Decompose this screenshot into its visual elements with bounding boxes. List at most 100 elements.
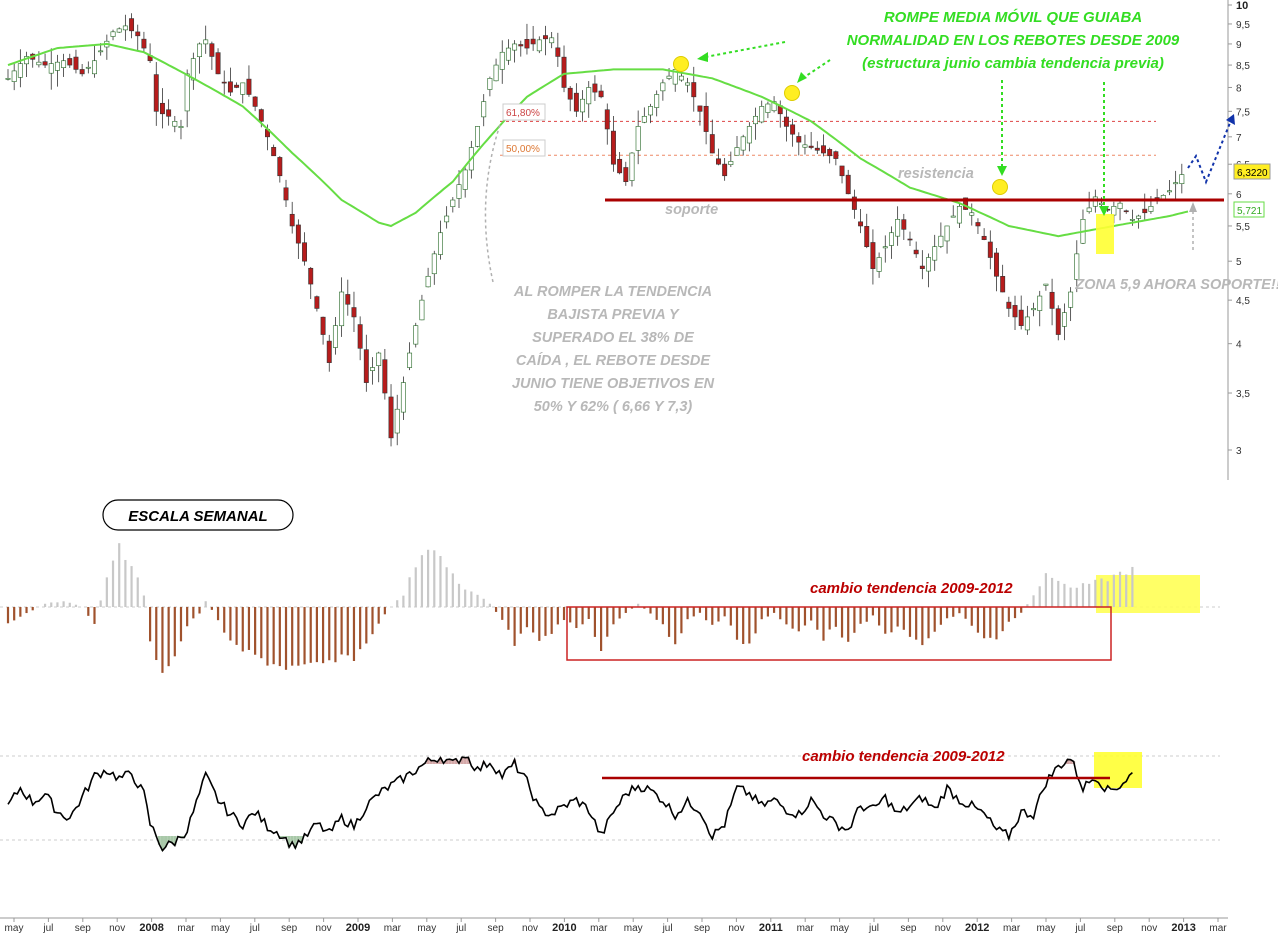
candle-body: [166, 109, 172, 117]
candle-body: [956, 206, 962, 224]
candle-body: [598, 90, 604, 98]
candle-body: [1061, 312, 1067, 327]
candle-body: [734, 147, 740, 156]
oscillator-line: [7, 756, 1133, 853]
date-tick-label: may: [830, 923, 849, 934]
candle-body: [617, 158, 623, 174]
candle-body: [332, 325, 338, 348]
candle-body: [926, 257, 931, 272]
candle-body: [172, 121, 178, 127]
price-tick-label: 6: [1236, 190, 1242, 201]
candle-body: [431, 253, 437, 275]
candle-body: [876, 257, 882, 272]
candle-body: [833, 151, 839, 159]
candle-body: [1136, 215, 1142, 219]
candle-body: [932, 246, 938, 261]
candle-body: [1117, 202, 1123, 209]
price-tick-label: 3,5: [1236, 389, 1250, 400]
candle-body: [938, 235, 944, 247]
price-tick-label: 7: [1236, 133, 1242, 144]
candle-body: [289, 213, 295, 227]
histogram-annotation: cambio tendencia 2009-2012: [810, 580, 1013, 597]
candle-body: [326, 340, 332, 363]
candle-body: [505, 47, 511, 61]
candle-body: [740, 136, 746, 151]
histogram-trend-box: [566, 606, 1112, 661]
candle-body: [1037, 295, 1043, 311]
candle-body: [61, 60, 67, 68]
date-tick-label: nov: [316, 923, 332, 934]
zone-label: ZONA 5,9 AHORA SOPORTE!!: [1074, 277, 1278, 293]
candle-body: [919, 265, 925, 269]
date-tick-label: nov: [728, 923, 744, 934]
breakout-highlight: [1096, 214, 1114, 254]
candle-body: [271, 147, 277, 157]
date-tick-label: 2008: [139, 922, 163, 934]
date-tick-label: sep: [694, 923, 711, 934]
ma-touch-markers: [673, 56, 1008, 195]
date-tick-label: 2011: [759, 922, 783, 934]
candle-body: [376, 352, 382, 366]
candle-body: [845, 174, 851, 195]
candle-body: [635, 126, 641, 151]
fib-label-50: 50,00%: [502, 139, 546, 157]
moving-average-line: [7, 42, 1189, 238]
candle-body: [215, 52, 221, 75]
svg-text:5,721: 5,721: [1237, 206, 1262, 217]
price-tick-label: 9,5: [1236, 20, 1250, 31]
candle-body: [42, 61, 48, 66]
candle-body: [363, 349, 369, 383]
analysis-line-5: JUNIO TIENE OBJETIVOS EN: [512, 376, 715, 392]
candle-body: [864, 226, 870, 247]
candle-body: [796, 136, 802, 143]
candle-body: [783, 116, 789, 127]
candle-body: [203, 39, 209, 45]
candle-body: [994, 252, 999, 277]
candle-body: [122, 25, 128, 31]
candle-body: [895, 219, 901, 237]
candle-body: [48, 63, 54, 74]
price-tick-label: 5: [1236, 257, 1242, 268]
candle-body: [79, 69, 85, 75]
candle-body: [394, 408, 400, 434]
candle-body: [623, 167, 629, 182]
candle-body: [110, 31, 116, 37]
date-tick-label: 2009: [346, 922, 370, 934]
candle-body: [475, 126, 480, 147]
candle-body: [641, 115, 647, 123]
candle-body: [753, 115, 759, 125]
date-tick-label: sep: [900, 923, 917, 934]
candle-body: [462, 169, 468, 190]
candle-body: [141, 38, 147, 49]
candle-body: [950, 215, 956, 218]
oscillator-annotation: cambio tendencia 2009-2012: [802, 748, 1005, 765]
candle-body: [1000, 276, 1006, 293]
candle-body: [555, 47, 561, 57]
projection-arrow: [1187, 117, 1233, 185]
candle-body: [388, 396, 394, 439]
date-axis-ticks: may jul sep nov 2008 mar may jul sep nov 2009 mar ma…: [5, 918, 1227, 934]
analysis-text-block: AL ROMPER LA TENDENCIA BAJISTA PREVIA Y …: [512, 284, 715, 415]
candle-body: [1018, 309, 1024, 326]
price-tick-label: 10: [1236, 0, 1248, 12]
candle-body: [129, 18, 135, 32]
candle-body: [1129, 219, 1135, 221]
candle-body: [493, 64, 499, 82]
price-tick-label: 7,5: [1236, 107, 1250, 118]
date-tick-label: jul: [662, 923, 673, 934]
candlestick-series: [5, 13, 1185, 447]
momentum-histogram: [6, 543, 1134, 673]
candle-body: [407, 352, 413, 368]
candle-body: [450, 199, 456, 208]
arrowhead: [1099, 206, 1109, 216]
candle-body: [648, 106, 653, 116]
analysis-line-3: SUPERADO EL 38% DE: [532, 330, 695, 346]
arrowhead: [697, 52, 708, 62]
svg-text:6,3220: 6,3220: [1237, 168, 1268, 179]
candle-body: [963, 197, 969, 210]
date-tick-label: 2013: [1171, 922, 1195, 934]
arrowhead: [997, 166, 1007, 176]
candle-body: [944, 225, 950, 242]
svg-text:50,00%: 50,00%: [506, 144, 540, 155]
candle-body: [227, 81, 233, 93]
